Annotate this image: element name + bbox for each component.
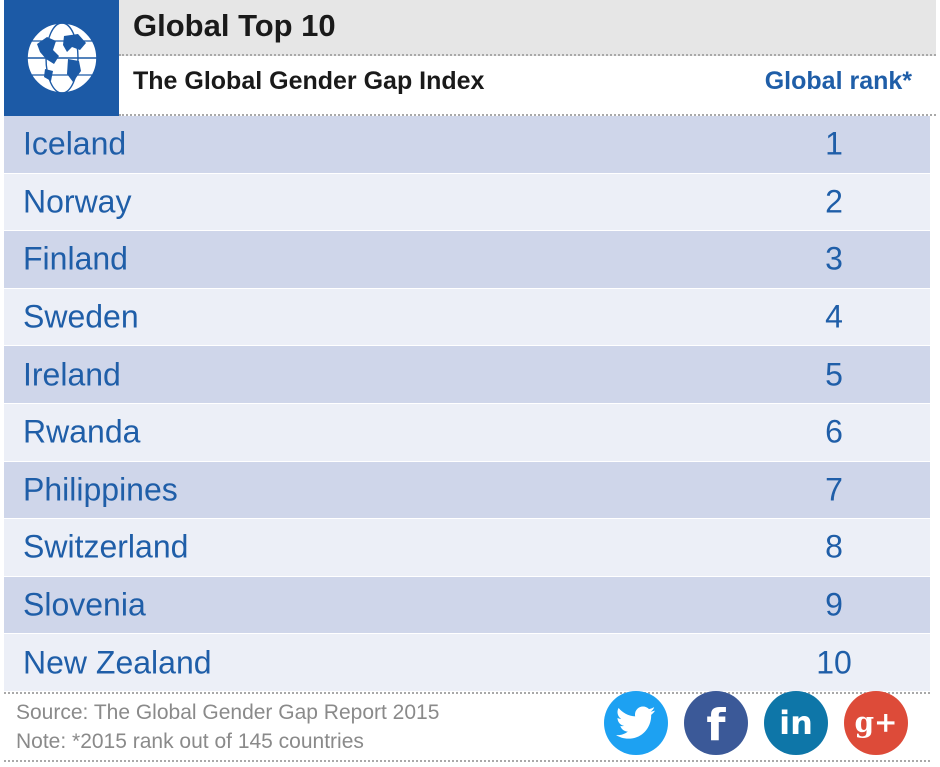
country-name: Rwanda: [23, 413, 141, 450]
table-row: Slovenia 9: [4, 576, 930, 635]
country-name: Sweden: [23, 298, 139, 335]
footer: Source: The Global Gender Gap Report 201…: [4, 692, 930, 762]
country-name: Slovenia: [23, 586, 146, 623]
rank-value: 7: [825, 471, 843, 508]
rank-value: 6: [825, 413, 843, 450]
table-row: Rwanda 6: [4, 403, 930, 462]
facebook-share-button[interactable]: f: [684, 691, 748, 755]
rank-value: 5: [825, 356, 843, 393]
table-row: Ireland 5: [4, 346, 930, 404]
rank-value: 2: [825, 183, 843, 220]
rank-value: 1: [825, 125, 843, 162]
country-name: Finland: [23, 240, 128, 277]
globe-badge: [4, 0, 119, 116]
country-name: Switzerland: [23, 528, 189, 565]
rank-value: 10: [816, 644, 852, 681]
twitter-icon: [616, 706, 656, 739]
rank-column-header: Global rank*: [764, 67, 912, 95]
twitter-share-button[interactable]: [604, 691, 668, 755]
rank-value: 8: [825, 528, 843, 565]
table-row: Switzerland 8: [4, 519, 930, 577]
country-name: Iceland: [23, 125, 127, 162]
table-row: Iceland 1: [4, 116, 930, 174]
rank-value: 4: [825, 298, 843, 335]
linkedin-share-button[interactable]: in: [764, 691, 828, 755]
subtitle-bar: The Global Gender Gap Index Global rank*: [119, 56, 936, 116]
country-name: New Zealand: [23, 644, 212, 681]
country-name: Norway: [23, 183, 132, 220]
facebook-icon: f: [706, 700, 726, 751]
ranking-table: Iceland 1 Norway 2 Finland 3 Sweden 4 Ireland 5 Rw…: [4, 116, 930, 692]
linkedin-icon: in: [779, 704, 813, 742]
rank-value: 9: [825, 586, 843, 623]
page-title: Global Top 10: [133, 8, 336, 43]
rank-value: 3: [825, 240, 843, 277]
country-name: Ireland: [23, 356, 121, 393]
chart-subtitle: The Global Gender Gap Index: [133, 67, 485, 95]
title-bar: Global Top 10: [119, 0, 936, 56]
globe-icon: [25, 22, 98, 94]
table-row: New Zealand 10: [4, 634, 930, 692]
source-note: Source: The Global Gender Gap Report 201…: [16, 701, 440, 724]
rank-note: Note: *2015 rank out of 145 countries: [16, 730, 364, 753]
table-row: Finland 3: [4, 231, 930, 289]
google-plus-share-button[interactable]: g+: [844, 691, 908, 755]
table-row: Sweden 4: [4, 288, 930, 347]
table-row: Norway 2: [4, 173, 930, 232]
google-plus-icon: g+: [854, 706, 898, 739]
table-row: Philippines 7: [4, 461, 930, 520]
country-name: Philippines: [23, 471, 178, 508]
